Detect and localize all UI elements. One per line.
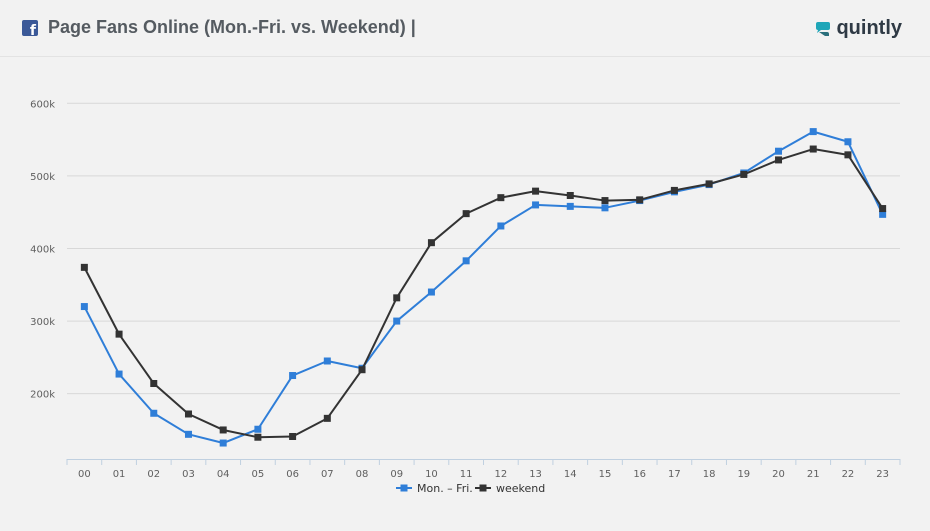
x-tick-label: 15 — [599, 469, 612, 480]
data-point[interactable] — [809, 128, 817, 136]
data-point[interactable] — [427, 239, 435, 247]
data-point[interactable] — [115, 330, 123, 338]
data-point[interactable] — [462, 257, 470, 265]
x-tick-label: 03 — [182, 469, 195, 480]
data-point[interactable] — [879, 205, 887, 213]
page-title: Page Fans Online (Mon.-Fri. vs. Weekend)… — [48, 17, 416, 37]
data-point[interactable] — [393, 294, 401, 302]
legend-marker — [479, 484, 487, 492]
x-tick-label: 14 — [564, 469, 577, 480]
data-point[interactable] — [497, 194, 505, 202]
legend-label: Mon. – Fri. — [417, 482, 473, 495]
data-point[interactable] — [323, 357, 331, 365]
data-point[interactable] — [150, 380, 158, 388]
data-point[interactable] — [80, 303, 88, 311]
x-tick-label: 21 — [807, 469, 820, 480]
data-point[interactable] — [566, 191, 574, 199]
data-point[interactable] — [844, 138, 852, 146]
x-tick-label: 12 — [494, 469, 507, 480]
data-point[interactable] — [879, 210, 887, 218]
data-point[interactable] — [427, 288, 435, 296]
quintly-logo-icon — [816, 21, 831, 36]
series-layer — [80, 128, 887, 447]
data-point[interactable] — [740, 170, 748, 178]
series-weekend — [80, 145, 887, 441]
data-point[interactable] — [775, 156, 783, 164]
x-tick-label: 17 — [668, 469, 681, 480]
x-tick-label: 05 — [252, 469, 265, 480]
x-tick-label: 04 — [217, 469, 230, 480]
x-tick-label: 07 — [321, 469, 334, 480]
y-tick-label: 200k — [30, 390, 55, 401]
header: f Page Fans Online (Mon.-Fri. vs. Weeken… — [0, 0, 930, 57]
grid-lines — [67, 102, 900, 395]
facebook-icon: f — [22, 20, 38, 38]
x-tick-label: 13 — [529, 469, 542, 480]
y-tick-label: 400k — [30, 244, 55, 255]
data-point[interactable] — [219, 439, 227, 447]
x-tick-label: 01 — [113, 469, 126, 480]
data-point[interactable] — [184, 410, 192, 418]
x-tick-label: 11 — [460, 469, 473, 480]
series-line — [83, 130, 884, 445]
data-point[interactable] — [115, 370, 123, 378]
data-point[interactable] — [219, 426, 227, 434]
data-point[interactable] — [566, 202, 574, 210]
legend-item[interactable]: weekend — [475, 482, 545, 495]
x-tick-label: 02 — [147, 469, 160, 480]
data-point[interactable] — [532, 201, 540, 209]
legend-label: weekend — [496, 482, 545, 495]
data-point[interactable] — [705, 180, 713, 188]
x-tick-label: 18 — [703, 469, 716, 480]
brand-logo[interactable]: quintly — [814, 17, 902, 40]
data-point[interactable] — [289, 432, 297, 440]
data-point[interactable] — [393, 317, 401, 325]
legend-marker — [400, 484, 408, 492]
data-point[interactable] — [844, 151, 852, 159]
x-axis: 00 01 02 03 04 05 06 07 08 09 10 11 12 13 14 15 16 17 18 19… — [66, 459, 901, 480]
legend[interactable]: Mon. – Fri. weekend — [396, 482, 545, 495]
data-point[interactable] — [775, 147, 783, 155]
x-tick-label: 20 — [772, 469, 785, 480]
y-axis: 200k 300k 400k 500k 600k — [30, 99, 55, 400]
data-point[interactable] — [254, 425, 262, 433]
data-point[interactable] — [323, 414, 331, 422]
brand-name: quintly — [836, 17, 902, 39]
data-point[interactable] — [358, 366, 366, 374]
y-tick-label: 300k — [30, 317, 55, 328]
x-tick-label: 06 — [286, 469, 299, 480]
x-tick-label: 23 — [876, 469, 889, 480]
y-tick-label: 600k — [30, 99, 55, 110]
data-point[interactable] — [497, 222, 505, 230]
y-tick-label: 500k — [30, 172, 55, 183]
data-point[interactable] — [80, 263, 88, 271]
data-point[interactable] — [462, 210, 470, 218]
legend-item[interactable]: Mon. – Fri. — [396, 482, 473, 495]
data-point[interactable] — [532, 187, 540, 195]
data-point[interactable] — [809, 145, 817, 153]
data-point[interactable] — [254, 433, 262, 441]
x-tick-label: 08 — [356, 469, 369, 480]
x-tick-label: 09 — [390, 469, 403, 480]
series-line — [83, 148, 884, 439]
data-point[interactable] — [636, 196, 644, 204]
x-tick-label: 10 — [425, 469, 438, 480]
data-point[interactable] — [670, 186, 678, 194]
data-point[interactable] — [601, 197, 609, 205]
x-tick-label: 19 — [737, 469, 750, 480]
x-tick-label: 00 — [78, 469, 91, 480]
data-point[interactable] — [289, 372, 297, 380]
data-point[interactable] — [150, 409, 158, 417]
data-point[interactable] — [184, 430, 192, 438]
x-tick-label: 16 — [633, 469, 646, 480]
x-tick-label: 22 — [842, 469, 855, 480]
data-point[interactable] — [601, 204, 609, 212]
